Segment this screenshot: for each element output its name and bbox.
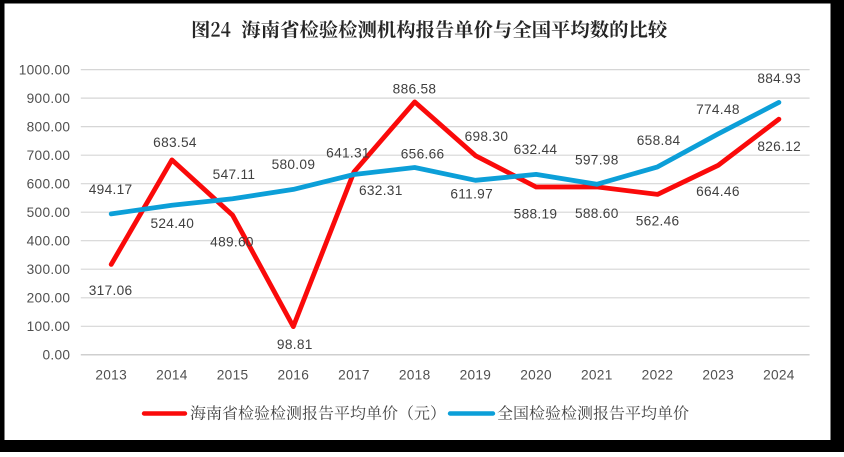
svg-text:562.46: 562.46 [636, 213, 680, 228]
svg-text:886.58: 886.58 [393, 81, 437, 96]
svg-text:200.00: 200.00 [27, 291, 71, 306]
svg-text:494.17: 494.17 [89, 182, 133, 197]
svg-text:641.31: 641.31 [326, 145, 370, 160]
svg-text:2022: 2022 [642, 368, 674, 383]
svg-text:489.60: 489.60 [210, 234, 254, 249]
svg-text:800.00: 800.00 [27, 120, 71, 135]
svg-text:664.46: 664.46 [696, 184, 740, 199]
svg-text:698.30: 698.30 [465, 129, 509, 144]
svg-text:632.44: 632.44 [514, 142, 558, 157]
svg-text:400.00: 400.00 [27, 234, 71, 249]
svg-text:2024: 2024 [763, 368, 795, 383]
svg-text:0.00: 0.00 [42, 348, 70, 363]
svg-text:632.31: 632.31 [359, 183, 403, 198]
svg-text:588.19: 588.19 [514, 206, 558, 221]
svg-text:100.00: 100.00 [27, 319, 71, 334]
svg-text:656.66: 656.66 [401, 147, 445, 162]
svg-text:2018: 2018 [399, 368, 431, 383]
svg-text:658.84: 658.84 [637, 133, 681, 148]
svg-text:2016: 2016 [277, 368, 309, 383]
svg-text:2020: 2020 [520, 368, 552, 383]
svg-text:2023: 2023 [702, 368, 734, 383]
svg-text:597.98: 597.98 [575, 153, 619, 168]
svg-text:300.00: 300.00 [27, 262, 71, 277]
svg-text:900.00: 900.00 [27, 91, 71, 106]
svg-text:2015: 2015 [217, 368, 249, 383]
svg-text:2013: 2013 [95, 368, 127, 383]
svg-text:547.11: 547.11 [213, 167, 256, 182]
svg-text:611.97: 611.97 [450, 186, 493, 201]
svg-text:588.60: 588.60 [575, 206, 619, 221]
svg-text:826.12: 826.12 [757, 139, 801, 154]
svg-text:2021: 2021 [581, 368, 613, 383]
svg-text:580.09: 580.09 [272, 157, 316, 172]
svg-text:1000.00: 1000.00 [19, 63, 71, 78]
svg-text:600.00: 600.00 [27, 177, 71, 192]
svg-text:98.81: 98.81 [277, 337, 313, 352]
svg-text:700.00: 700.00 [27, 148, 71, 163]
svg-text:2014: 2014 [156, 368, 188, 383]
svg-text:683.54: 683.54 [153, 135, 197, 150]
svg-text:500.00: 500.00 [27, 205, 71, 220]
svg-text:774.48: 774.48 [696, 102, 740, 117]
svg-text:884.93: 884.93 [757, 71, 801, 86]
svg-text:2017: 2017 [338, 368, 370, 383]
svg-text:317.06: 317.06 [89, 283, 133, 298]
svg-text:2019: 2019 [460, 368, 492, 383]
svg-text:524.40: 524.40 [150, 216, 194, 231]
